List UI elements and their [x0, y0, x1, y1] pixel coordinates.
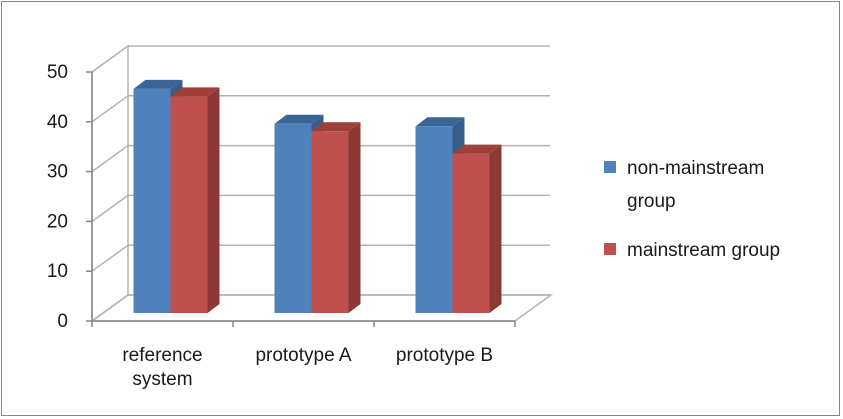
bar-front	[274, 123, 312, 313]
bar-front	[133, 88, 171, 314]
y-tick-label: 30	[47, 162, 68, 183]
bar-side	[489, 144, 502, 313]
gridline-diagonal	[91, 95, 129, 123]
bar	[452, 144, 502, 313]
gridline-diagonal	[91, 45, 129, 73]
y-tick-label: 0	[57, 311, 68, 332]
bar	[311, 122, 361, 313]
bar-side	[207, 87, 220, 314]
bar-top	[415, 117, 465, 127]
legend-entry: mainstream group	[604, 240, 780, 261]
x-axis-category-labels: reference system prototype A prototype B	[122, 345, 493, 390]
y-axis-tick-labels: 0 10 20 30 40 50	[47, 62, 68, 332]
y-tick-label: 10	[47, 261, 68, 282]
gridline-diagonal	[91, 294, 129, 322]
bars	[133, 79, 502, 314]
legend: non-mainstream group mainstream group	[604, 158, 780, 261]
bar-front	[311, 131, 349, 313]
bar-top	[133, 79, 183, 89]
gridline-diagonal	[91, 244, 129, 272]
legend-entry: non-mainstream group	[604, 158, 764, 212]
legend-swatch	[604, 243, 616, 255]
gridline-diagonal	[91, 194, 129, 223]
category-label-line: reference	[122, 345, 202, 366]
bar-top	[170, 87, 220, 97]
bar-top	[311, 122, 361, 132]
axes	[86, 71, 516, 327]
category-label: reference system	[122, 345, 202, 390]
side-wall	[91, 44, 129, 323]
bar-side	[348, 122, 361, 313]
legend-label-line: mainstream group	[627, 240, 780, 261]
category-label: prototype B	[396, 345, 493, 366]
category-label-line: prototype B	[396, 345, 493, 366]
category-label: prototype A	[255, 345, 351, 366]
bar	[170, 87, 220, 314]
legend-swatch	[604, 161, 616, 173]
gridline-diagonal	[91, 144, 129, 173]
y-tick-label: 40	[47, 112, 68, 133]
category-label-line: prototype A	[255, 345, 351, 366]
legend-label: mainstream group	[627, 240, 780, 261]
bar-top	[452, 144, 502, 154]
bar-front	[415, 126, 453, 313]
legend-label-line: group	[627, 191, 676, 212]
bar-front	[170, 96, 208, 314]
y-tick-label: 20	[47, 211, 68, 232]
legend-label: non-mainstream group	[627, 158, 764, 212]
legend-label-line: non-mainstream	[627, 158, 764, 179]
bar-front	[452, 153, 490, 313]
category-label-line: system	[132, 369, 192, 390]
y-tick-label: 50	[47, 62, 68, 83]
bar-top	[274, 114, 324, 124]
